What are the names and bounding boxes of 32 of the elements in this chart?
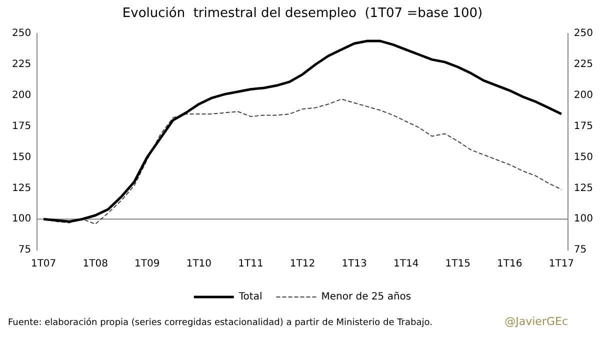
y2-tick-label: 200 <box>574 90 594 102</box>
y2-tick-label: 225 <box>574 59 594 70</box>
y-tick-label: 200 <box>12 90 32 102</box>
y-tick-label: 175 <box>12 120 32 132</box>
y-tick-label: 125 <box>12 182 32 194</box>
x-tick-label: 1T09 <box>134 258 160 270</box>
y2-tick-label: 250 <box>574 28 594 40</box>
y2-tick-label: 100 <box>574 214 594 225</box>
y2-tick-label: 175 <box>574 120 594 132</box>
text: @JavierGEc <box>504 315 568 328</box>
x-tick-label: 1T15 <box>445 258 470 270</box>
chart-title: Evolución trimestral del desempleo (1T07 =base 100) <box>122 6 483 22</box>
x-tick-label: 1T08 <box>82 258 108 270</box>
legend-label: Menor de 25 años <box>321 292 412 303</box>
y-tick-label: 100 <box>12 214 32 225</box>
x-tick-label: 1T14 <box>393 258 419 270</box>
legend-label: Total <box>238 292 262 303</box>
x-tick-label: 1T07 <box>30 258 56 270</box>
source-note: Fuente: elaboración propia (series corregidas estacionalidad) a partir de Ministerio de Trabajo. <box>8 318 432 328</box>
x-tick-label: 1T10 <box>186 258 212 270</box>
y2-tick-label: 150 <box>574 152 594 163</box>
y-tick-label: 75 <box>18 244 32 256</box>
x-tick-label: 1T17 <box>548 258 574 270</box>
y2-tick-label: 75 <box>574 244 587 256</box>
y2-tick-label: 125 <box>574 182 594 194</box>
y-tick-label: 250 <box>12 28 32 40</box>
y-tick-label: 150 <box>12 152 32 163</box>
y-tick-label: 225 <box>12 59 32 70</box>
x-tick-label: 1T12 <box>290 258 316 270</box>
x-tick-label: 1T16 <box>497 258 522 270</box>
x-tick-label: 1T11 <box>238 258 264 270</box>
x-tick-label: 1T13 <box>342 258 367 270</box>
